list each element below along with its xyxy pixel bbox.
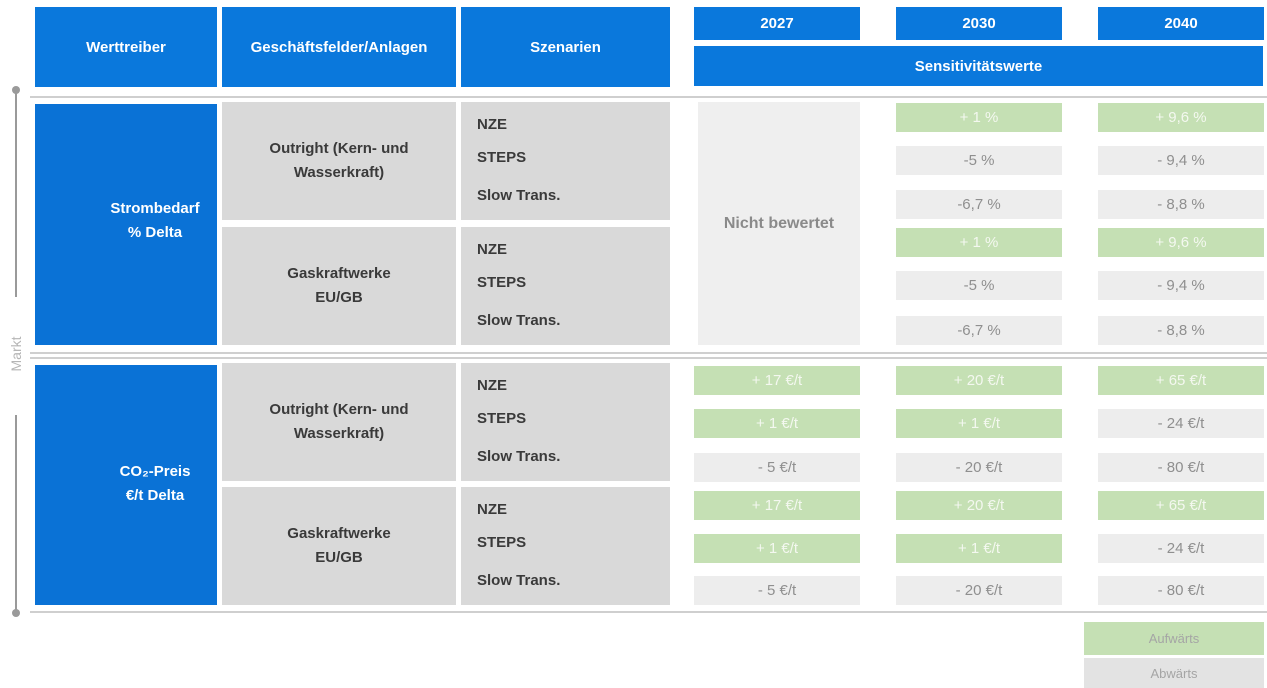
scenario-label: Slow Trans.	[477, 187, 561, 204]
value-cell: + 20 €/t	[896, 491, 1062, 520]
value-cell: + 65 €/t	[1098, 366, 1264, 395]
legend-item: Aufwärts	[1084, 622, 1264, 655]
driver-label: €/t Delta	[125, 487, 185, 504]
column-header: Szenarien	[461, 7, 670, 87]
driver-box	[35, 365, 217, 605]
value-cell: - 5 €/t	[694, 453, 860, 482]
side-dot	[12, 86, 20, 94]
year-header: 2030	[896, 7, 1062, 40]
scenario-label: Slow Trans.	[477, 312, 561, 329]
value-cell: - 20 €/t	[896, 453, 1062, 482]
year-header: 2040	[1098, 7, 1264, 40]
value-cell: - 8,8 %	[1098, 190, 1264, 219]
scenario-cell	[461, 487, 670, 605]
value-cell: + 17 €/t	[694, 491, 860, 520]
business-field: Gaskraftwerke EU/GB	[222, 487, 456, 605]
value-cell: + 9,6 %	[1098, 103, 1264, 132]
separator	[30, 357, 1267, 359]
scenario-label: NZE	[477, 501, 507, 518]
value-cell: - 9,4 %	[1098, 271, 1264, 300]
value-cell: - 80 €/t	[1098, 576, 1264, 605]
year-header: 2027	[694, 7, 860, 40]
scenario-label: STEPS	[477, 274, 527, 291]
side-label: Markt	[8, 336, 24, 372]
column-header: Werttreiber	[35, 7, 217, 87]
driver-label: % Delta	[127, 224, 183, 241]
value-cell: + 1 %	[896, 228, 1062, 257]
value-cell: -5 %	[896, 146, 1062, 175]
value-cell: + 17 €/t	[694, 366, 860, 395]
business-field: Outright (Kern- und Wasserkraft)	[222, 363, 456, 481]
value-cell: + 1 €/t	[896, 409, 1062, 438]
legend-item: Abwärts	[1084, 658, 1264, 688]
value-cell: -6,7 %	[896, 316, 1062, 345]
side-dot	[12, 609, 20, 617]
value-cell: - 80 €/t	[1098, 453, 1264, 482]
scenario-label: STEPS	[477, 534, 527, 551]
scenario-cell	[461, 363, 670, 481]
scenario-label: NZE	[477, 241, 507, 258]
scenario-cell	[461, 227, 670, 345]
value-cell: -5 %	[896, 271, 1062, 300]
scenario-label: NZE	[477, 116, 507, 133]
column-header: Geschäftsfelder/Anlagen	[222, 7, 456, 87]
separator	[30, 96, 1267, 98]
value-cell: - 5 €/t	[694, 576, 860, 605]
scenario-cell	[461, 102, 670, 220]
scenario-label: STEPS	[477, 149, 527, 166]
value-cell: + 1 €/t	[896, 534, 1062, 563]
value-cell: + 1 €/t	[694, 534, 860, 563]
driver-box	[35, 104, 217, 345]
value-cell: + 1 €/t	[694, 409, 860, 438]
value-cell: + 9,6 %	[1098, 228, 1264, 257]
value-cell: + 20 €/t	[896, 366, 1062, 395]
scenario-label: Slow Trans.	[477, 572, 561, 589]
separator	[30, 611, 1267, 613]
value-cell: - 9,4 %	[1098, 146, 1264, 175]
business-field: Outright (Kern- und Wasserkraft)	[222, 102, 456, 220]
subheader: Sensitivitätswerte	[694, 46, 1263, 86]
business-field: Gaskraftwerke EU/GB	[222, 227, 456, 345]
driver-label: CO₂-Preis	[119, 463, 191, 480]
not-rated: Nicht bewertet	[698, 102, 860, 345]
value-cell: -6,7 %	[896, 190, 1062, 219]
value-cell: - 8,8 %	[1098, 316, 1264, 345]
driver-label: Strombedarf	[110, 200, 200, 217]
value-cell: - 24 €/t	[1098, 534, 1264, 563]
scenario-label: STEPS	[477, 410, 527, 427]
value-cell: + 65 €/t	[1098, 491, 1264, 520]
separator	[30, 352, 1267, 354]
value-cell: - 24 €/t	[1098, 409, 1264, 438]
scenario-label: Slow Trans.	[477, 448, 561, 465]
scenario-label: NZE	[477, 377, 507, 394]
value-cell: - 20 €/t	[896, 576, 1062, 605]
value-cell: + 1 %	[896, 103, 1062, 132]
